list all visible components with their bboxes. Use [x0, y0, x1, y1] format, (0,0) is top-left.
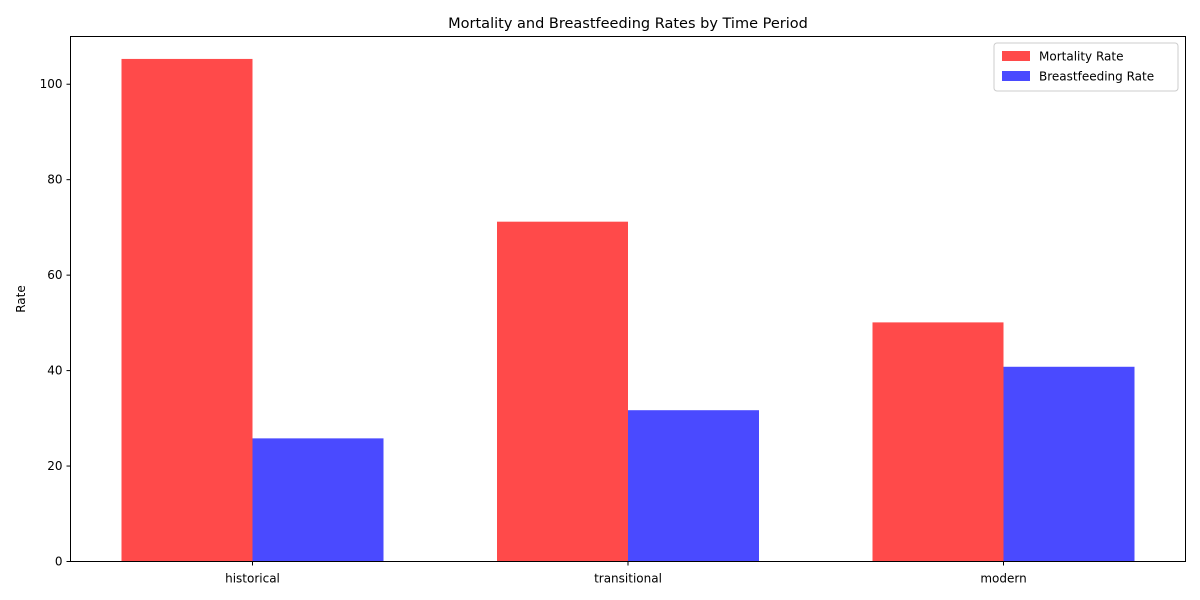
y-tick-label: 20 [47, 459, 62, 473]
y-axis: 0 20 40 60 80 100 [40, 77, 71, 569]
legend-entry-label: Mortality Rate [1039, 50, 1124, 64]
legend-box [993, 42, 1179, 92]
y-axis-label: Rate [14, 285, 28, 313]
legend: Mortality Rate Breastfeeding Rate [993, 42, 1179, 92]
bar-breastfeeding-rate-transitional [628, 410, 759, 562]
y-tick-label: 60 [47, 268, 62, 282]
y-tick-label: 80 [47, 173, 62, 187]
x-tick-label: historical [225, 572, 280, 586]
bar-mortality-rate-modern [872, 322, 1004, 562]
x-tick-label: modern [980, 572, 1026, 586]
x-axis: historical transitional modern [225, 561, 1027, 586]
bar-breastfeeding-rate-modern [1003, 366, 1135, 562]
y-tick-label: 40 [47, 364, 62, 378]
plot-frame [70, 36, 1186, 562]
legend-entry-label: Breastfeeding Rate [1039, 70, 1154, 84]
y-tick-label: 0 [55, 555, 63, 569]
chart-title: Mortality and Breastfeeding Rates by Tim… [448, 16, 808, 32]
x-tick-label: transitional [594, 572, 662, 586]
y-tick-label: 100 [40, 77, 63, 91]
legend-swatch [1002, 71, 1030, 81]
bar-breastfeeding-rate-historical [252, 438, 384, 562]
legend-swatch [1002, 51, 1030, 61]
bar-mortality-rate-historical [121, 58, 253, 562]
bar-mortality-rate-transitional [497, 221, 628, 562]
bars-group [121, 58, 1135, 562]
